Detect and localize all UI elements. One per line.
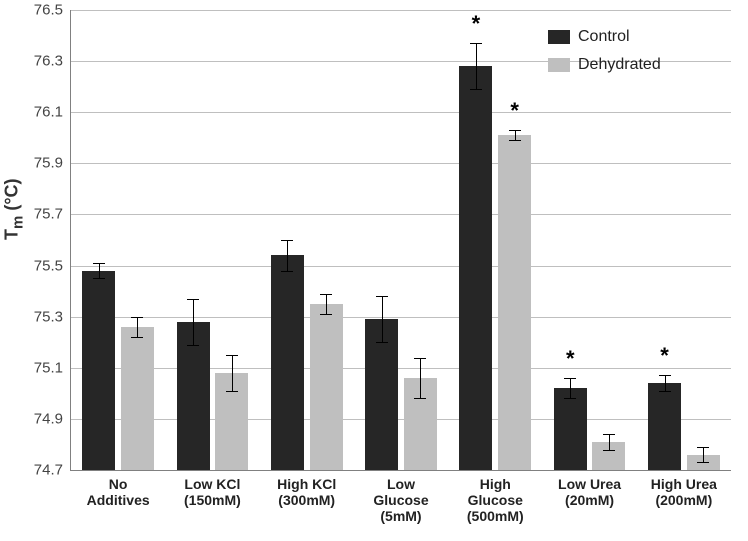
category-label: HighGlucose(500mM): [467, 470, 524, 524]
errorbar-stem: [382, 296, 383, 342]
gridline: [71, 214, 731, 215]
errorbar-cap: [187, 345, 199, 346]
y-tick-label: 76.5: [34, 2, 71, 19]
errorbar-cap: [603, 450, 615, 451]
y-tick-label: 75.1: [34, 359, 71, 376]
tm-bar-chart: Tm (°C) 74.7 74.9 75.1 75.3 75.5 75.7 75.9 76.1…: [0, 0, 748, 541]
legend-label: Dehydrated: [578, 56, 661, 74]
errorbar-cap: [414, 358, 426, 359]
y-tick-label: 74.7: [34, 462, 71, 479]
errorbar-cap: [603, 434, 615, 435]
errorbar-stem: [99, 263, 100, 278]
legend-swatch: [548, 58, 570, 72]
errorbar-cap: [131, 317, 143, 318]
legend-label: Control: [578, 28, 630, 46]
errorbar-cap: [320, 294, 332, 295]
gridline: [71, 163, 731, 164]
gridline: [71, 10, 731, 11]
y-tick-label: 75.5: [34, 257, 71, 274]
errorbar-cap: [93, 278, 105, 279]
legend-item: Control: [548, 28, 661, 46]
errorbar-stem: [570, 378, 571, 398]
errorbar-cap: [226, 355, 238, 356]
errorbar-cap: [697, 447, 709, 448]
gridline: [71, 368, 731, 369]
category-label: High Urea(200mM): [651, 470, 717, 508]
errorbar-cap: [470, 43, 482, 44]
errorbar-cap: [320, 314, 332, 315]
bar: [459, 66, 492, 470]
y-tick-label: 75.9: [34, 155, 71, 172]
errorbar-stem: [137, 317, 138, 337]
category-label: NoAdditives: [87, 470, 150, 508]
significance-marker: *: [510, 98, 519, 124]
errorbar-stem: [193, 299, 194, 345]
errorbar-cap: [376, 342, 388, 343]
y-tick-label: 75.7: [34, 206, 71, 223]
category-label: Low KCl(150mM): [184, 470, 241, 508]
category-label: Low Urea(20mM): [558, 470, 621, 508]
errorbar-cap: [414, 398, 426, 399]
errorbar-cap: [509, 130, 521, 131]
y-tick-label: 76.1: [34, 104, 71, 121]
y-tick-label: 75.3: [34, 308, 71, 325]
errorbar-cap: [187, 299, 199, 300]
errorbar-cap: [226, 391, 238, 392]
bar: [554, 388, 587, 470]
bar: [121, 327, 154, 470]
errorbar-cap: [659, 375, 671, 376]
errorbar-stem: [287, 240, 288, 271]
errorbar-cap: [509, 140, 521, 141]
bar: [648, 383, 681, 470]
errorbar-cap: [564, 378, 576, 379]
errorbar-cap: [470, 89, 482, 90]
y-tick-label: 76.3: [34, 53, 71, 70]
gridline: [71, 419, 731, 420]
y-tick-label: 74.9: [34, 410, 71, 427]
gridline: [71, 317, 731, 318]
category-label: High KCl(300mM): [277, 470, 336, 508]
bar: [310, 304, 343, 470]
errorbar-cap: [281, 240, 293, 241]
legend-swatch: [548, 30, 570, 44]
errorbar-stem: [665, 375, 666, 390]
errorbar-cap: [564, 398, 576, 399]
bar: [498, 135, 531, 470]
errorbar-stem: [476, 43, 477, 89]
errorbar-stem: [420, 358, 421, 399]
errorbar-cap: [376, 296, 388, 297]
legend: Control Dehydrated: [548, 28, 661, 84]
errorbar-cap: [697, 462, 709, 463]
errorbar-cap: [93, 263, 105, 264]
y-axis-title: Tm (°C): [2, 178, 27, 240]
gridline: [71, 112, 731, 113]
significance-marker: *: [472, 11, 481, 37]
errorbar-cap: [281, 271, 293, 272]
gridline: [71, 266, 731, 267]
errorbar-stem: [703, 447, 704, 462]
bar: [82, 271, 115, 470]
significance-marker: *: [566, 346, 575, 372]
bar: [271, 255, 304, 470]
errorbar-stem: [515, 130, 516, 140]
significance-marker: *: [660, 343, 669, 369]
errorbar-stem: [609, 434, 610, 449]
category-label: LowGlucose(5mM): [373, 470, 428, 524]
errorbar-stem: [232, 355, 233, 391]
legend-item: Dehydrated: [548, 56, 661, 74]
errorbar-stem: [326, 294, 327, 314]
errorbar-cap: [131, 337, 143, 338]
errorbar-cap: [659, 391, 671, 392]
